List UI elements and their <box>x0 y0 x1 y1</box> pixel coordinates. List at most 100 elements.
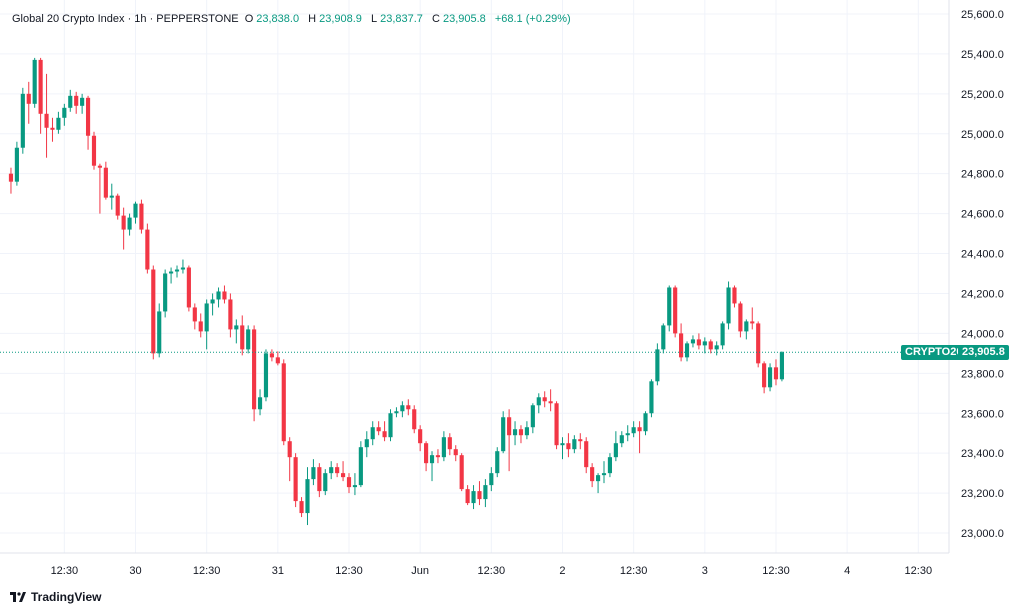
symbol-info[interactable]: Global 20 Crypto Index · 1h · PEPPERSTON… <box>12 13 239 25</box>
candle-down <box>679 333 684 358</box>
candle-down <box>418 429 423 444</box>
candle-down <box>548 401 553 404</box>
candle-up <box>14 147 19 182</box>
tradingview-logo[interactable]: TradingView <box>10 590 101 604</box>
candle-down <box>74 95 79 106</box>
candle-down <box>584 441 589 468</box>
candle-down <box>145 229 150 270</box>
candle-down <box>507 417 512 436</box>
candle-down <box>756 323 761 364</box>
candle-down <box>50 127 55 130</box>
candle-down <box>637 427 642 432</box>
candle-down <box>459 455 464 490</box>
candle-down <box>26 93 31 104</box>
price-tick-label: 25,200.0 <box>961 89 1004 101</box>
candle-down <box>275 357 280 364</box>
candle-up <box>234 325 239 330</box>
candle-up <box>483 485 488 500</box>
candle-up <box>263 353 269 398</box>
candle-down <box>281 363 286 442</box>
time-tick-label: 12:30 <box>478 565 506 577</box>
chart-legend: Global 20 Crypto Index · 1h · PEPPERSTON… <box>12 13 577 25</box>
candle-up <box>370 427 375 440</box>
price-tick-label: 24,600.0 <box>961 209 1004 221</box>
candle-up <box>643 413 648 432</box>
change-value: +68.1 (+0.29%) <box>494 13 571 25</box>
candle-up <box>625 433 630 436</box>
candle-down <box>269 353 274 358</box>
candle-down <box>121 215 126 230</box>
candle-up <box>323 473 328 492</box>
candle-up <box>257 397 263 410</box>
time-tick-label: Jun <box>411 565 429 577</box>
candle-down <box>252 329 257 410</box>
candle-up <box>714 345 719 350</box>
candle-up <box>80 97 85 106</box>
candle-up <box>767 367 773 388</box>
candle-down <box>750 321 755 324</box>
candle-up <box>133 203 138 218</box>
time-tick-label: 2 <box>559 565 565 577</box>
close-label: C <box>432 13 440 25</box>
candle-up <box>471 491 476 504</box>
candle-up <box>667 287 672 326</box>
candle-up <box>20 93 25 148</box>
candle-up <box>352 485 358 488</box>
candle-up <box>744 321 749 332</box>
candle-up <box>501 417 506 452</box>
candle-down <box>376 427 381 432</box>
price-axis[interactable]: 23,000.0 23,200.0 23,400.0 23,600.0 23,800.0… <box>961 9 1004 540</box>
time-axis[interactable]: 12:30 30 12:30 31 12:30 Jun 12:30 2 12:30 3 12:30 4… <box>51 565 933 577</box>
candle-up <box>364 439 369 448</box>
time-tick-label: 12:30 <box>335 565 363 577</box>
candle-down <box>406 405 411 410</box>
candle-up <box>619 435 624 444</box>
price-tick-label: 24,000.0 <box>961 328 1004 340</box>
close-value: 23,905.8 <box>442 13 486 25</box>
price-tick-label: 23,600.0 <box>961 408 1004 420</box>
price-tick-label: 24,800.0 <box>961 169 1004 181</box>
candle-down <box>732 287 737 304</box>
candle-down <box>85 97 91 136</box>
candle-down <box>317 467 322 492</box>
tradingview-logo-icon <box>10 592 26 602</box>
candle-up <box>524 427 529 436</box>
candle-up <box>246 329 251 350</box>
candle-up <box>512 429 518 436</box>
candle-down <box>151 269 156 354</box>
candle-up <box>702 341 707 346</box>
time-tick-label: 12:30 <box>193 565 221 577</box>
price-tick-label: 25,000.0 <box>961 129 1004 141</box>
candle-down <box>424 443 429 464</box>
candle-down <box>115 195 120 216</box>
candle-up <box>311 467 316 480</box>
candle-up <box>127 217 132 230</box>
candle-up <box>595 475 601 482</box>
candle-up <box>163 273 168 312</box>
time-tick-label: 12:30 <box>762 565 790 577</box>
candle-up <box>210 299 215 304</box>
candle-down <box>222 291 227 300</box>
candle-up <box>204 303 209 332</box>
candle-up <box>489 473 494 486</box>
candle-up <box>329 467 334 474</box>
candle-down <box>738 303 743 332</box>
candle-down <box>139 203 144 230</box>
candle-up <box>601 473 607 476</box>
ticker-badge: CRYPTO20 <box>901 344 967 360</box>
candle-up <box>216 291 221 300</box>
price-tick-label: 25,600.0 <box>961 9 1004 21</box>
candle-up <box>631 427 636 434</box>
candle-down <box>44 113 49 128</box>
candle-up <box>572 439 577 450</box>
open-label: O <box>244 13 254 25</box>
price-tick-label: 24,200.0 <box>961 288 1004 300</box>
candle-down <box>186 267 191 308</box>
candles-layer <box>8 57 784 526</box>
candle-down <box>590 467 595 482</box>
candle-down <box>447 437 452 450</box>
candle-down <box>708 341 713 350</box>
candle-up <box>62 107 67 118</box>
price-tick-label: 23,800.0 <box>961 368 1004 380</box>
